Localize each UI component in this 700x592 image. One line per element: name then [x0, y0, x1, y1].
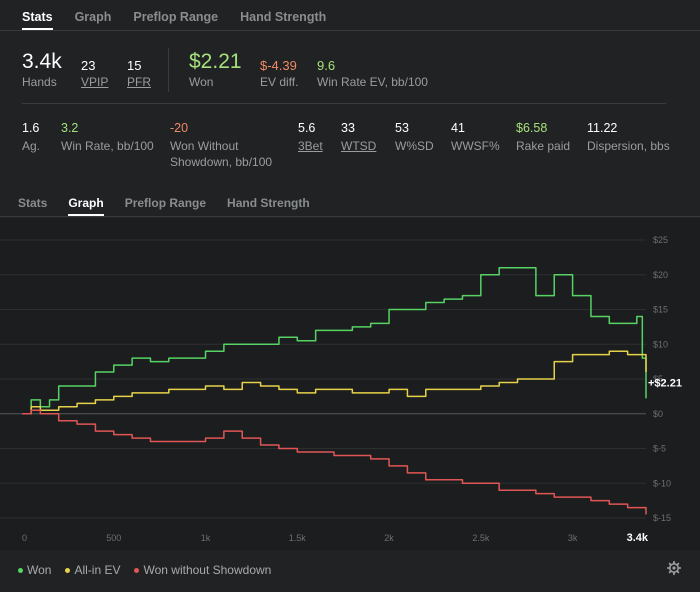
stats-divider: [22, 103, 666, 104]
pfr-label[interactable]: PFR: [127, 75, 151, 89]
hands-value: 3.4k: [22, 50, 62, 73]
stat-wwsd-value: -20: [170, 121, 189, 135]
tab2-graph[interactable]: Graph: [68, 196, 105, 216]
allin-ev-dot-icon: [65, 567, 71, 573]
legend: Won All-in EV Won without Showdown: [18, 563, 271, 577]
tab-stats[interactable]: Stats: [22, 10, 53, 30]
y-tick-label: $10: [653, 339, 668, 349]
stat-wwsf-value: 41: [451, 121, 465, 135]
y-tick-label: $-15: [653, 513, 671, 523]
stat-dispersion-label: Dispersion, bbs: [587, 139, 670, 153]
x-tick-label: 0: [22, 533, 27, 543]
stat-ag-value: 1.6: [22, 121, 40, 135]
stat-wtsd-value: 33: [341, 121, 355, 135]
legend-item-allin-ev[interactable]: All-in EV: [65, 563, 120, 577]
wwsd-dot-icon: [134, 567, 140, 573]
tab-preflop-range[interactable]: Preflop Range: [133, 10, 219, 24]
won-label: Won: [189, 75, 214, 89]
win-rate-ev-label: Win Rate EV, bb/100: [317, 75, 428, 89]
won-end-label: +$2.21: [648, 377, 682, 389]
tab2-preflop-range[interactable]: Preflop Range: [124, 196, 207, 210]
stat-wsd-label: W%SD: [395, 139, 434, 153]
legend-label-allin-ev: All-in EV: [74, 563, 121, 577]
x-tick-label: 3.4k: [627, 532, 649, 544]
x-tick-label: 3k: [568, 533, 578, 543]
y-tick-label: $-5: [653, 444, 666, 454]
stat-win-rate-label: Win Rate, bb/100: [61, 139, 154, 153]
stat-wtsd-label[interactable]: WTSD: [341, 139, 377, 153]
y-tick-label: $-10: [653, 478, 671, 488]
x-tick-label: 1.5k: [289, 533, 307, 543]
top-tab-bar: Stats Graph Preflop Range Hand Strength: [22, 0, 348, 30]
legend-item-wwsd[interactable]: Won without Showdown: [134, 563, 271, 577]
vpip-label[interactable]: VPIP: [81, 75, 109, 89]
summary-divider: [168, 48, 169, 92]
tab-divider-2: [0, 216, 700, 217]
graph-tab-bar: Stats Graph Preflop Range Hand Strength: [18, 186, 331, 216]
stat-wsd-value: 53: [395, 121, 409, 135]
y-tick-label: $20: [653, 270, 668, 280]
won-dot-icon: [18, 567, 23, 573]
hands-label: Hands: [22, 75, 57, 89]
stat-wwsf-label: WWSF%: [451, 139, 500, 153]
x-tick-label: 500: [106, 533, 121, 543]
stat-wwsd-label: Won Without Showdown, bb/100: [170, 139, 273, 169]
pfr-value: 15: [127, 58, 142, 73]
stat-rake-label: Rake paid: [516, 139, 571, 153]
stat-3bet-value: 5.6: [298, 121, 316, 135]
profit-graph-svg: $25 $20 $15 $10 $5 $0 $-5 $-10 $-15 0 500 1k 1.5k 2k 2…: [0, 235, 682, 544]
stat-ag-label: Ag.: [22, 139, 41, 153]
x-tick-label: 1k: [201, 533, 211, 543]
ev-diff-value: $-4.39: [260, 58, 297, 73]
stat-3bet-label[interactable]: 3Bet: [298, 139, 323, 153]
win-rate-ev-value: 9.6: [317, 58, 336, 73]
ev-diff-label: EV diff.: [260, 75, 299, 89]
tab-divider: [0, 30, 700, 31]
y-tick-label: $0: [653, 409, 663, 419]
series-line-won-without-showdown: [22, 409, 647, 515]
x-tick-label: 2k: [384, 533, 394, 543]
y-tick-label: $5: [653, 374, 663, 384]
won-value: $2.21: [189, 50, 242, 73]
gear-icon[interactable]: [666, 560, 682, 576]
tab2-stats[interactable]: Stats: [18, 196, 48, 210]
profit-graph[interactable]: $25 $20 $15 $10 $5 $0 $-5 $-10 $-15 0 500 1k 1.5k 2k 2…: [0, 218, 700, 550]
stat-rake-value: $6.58: [516, 121, 548, 135]
x-tick-label: 2.5k: [472, 533, 490, 543]
y-tick-label: $15: [653, 305, 668, 315]
tab-graph[interactable]: Graph: [74, 10, 112, 24]
stat-win-rate-value: 3.2: [61, 121, 79, 135]
vpip-value: 23: [81, 58, 96, 73]
y-tick-label: $25: [653, 235, 668, 245]
series-line-all-in-ev: [22, 350, 647, 415]
tab2-hand-strength[interactable]: Hand Strength: [227, 196, 310, 210]
legend-item-won[interactable]: Won: [18, 563, 51, 577]
legend-label-wwsd: Won without Showdown: [143, 563, 272, 577]
series-line-won: [22, 267, 647, 415]
tab-hand-strength[interactable]: Hand Strength: [240, 10, 327, 24]
stat-dispersion-value: 11.22: [587, 121, 618, 135]
legend-label-won: Won: [27, 563, 52, 577]
